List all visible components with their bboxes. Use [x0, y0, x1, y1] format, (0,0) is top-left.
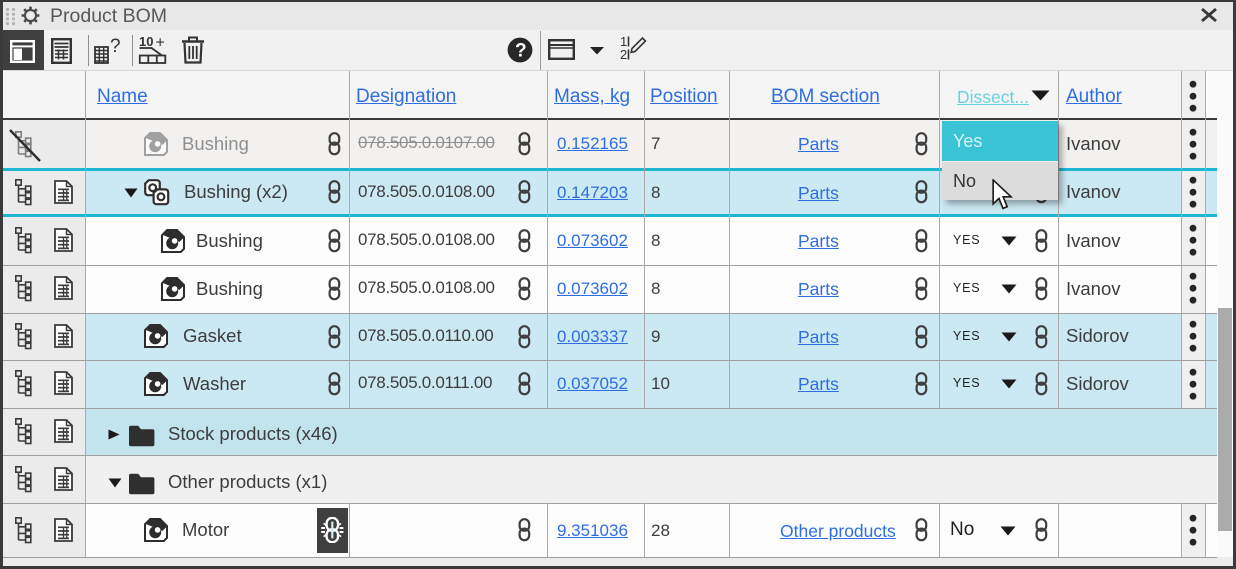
svg-text:10: 10 — [139, 35, 153, 49]
svg-text:?: ? — [110, 37, 121, 57]
svg-text:2: 2 — [620, 47, 627, 61]
svg-text:1: 1 — [620, 34, 627, 49]
svg-text:?: ? — [515, 41, 527, 62]
svg-text:+: + — [156, 35, 165, 52]
